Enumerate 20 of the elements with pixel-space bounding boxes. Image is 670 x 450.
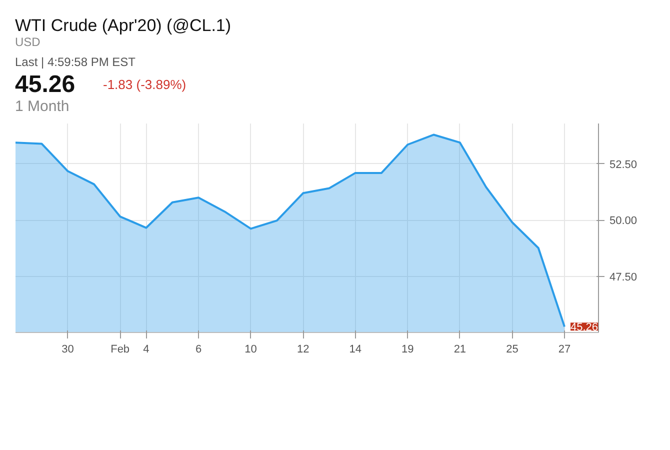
text: 1 Month (15, 97, 70, 117)
x-tick-label: 12 (296, 344, 310, 356)
x-tick-label: 27 (558, 344, 571, 356)
y-tick-label: 52.50 (610, 158, 638, 171)
text: -1.83 (-3.89%) (103, 76, 186, 94)
x-tick-label: 14 (349, 344, 362, 356)
x-tick-label: 4 (143, 344, 150, 356)
x-tick-label: 21 (454, 344, 466, 356)
text: 45.26 (15, 70, 76, 100)
chart-subtitle: USD (15, 34, 40, 51)
x-tick-label: 25 (506, 344, 518, 356)
y-tick-label: 47.50 (610, 271, 638, 284)
x-tick-label: Feb (110, 344, 130, 356)
x-tick-label: 19 (402, 344, 414, 356)
text: Last | 4:59:58 PM EST (15, 54, 136, 71)
x-tick-label: 6 (195, 344, 202, 356)
chart-title: WTI Crude (Apr'20) (@CL.1) (15, 15, 232, 37)
x-tick-label: 30 (62, 344, 74, 356)
y-tick-label: 50.00 (610, 215, 638, 228)
x-tick-label: 10 (244, 344, 257, 356)
